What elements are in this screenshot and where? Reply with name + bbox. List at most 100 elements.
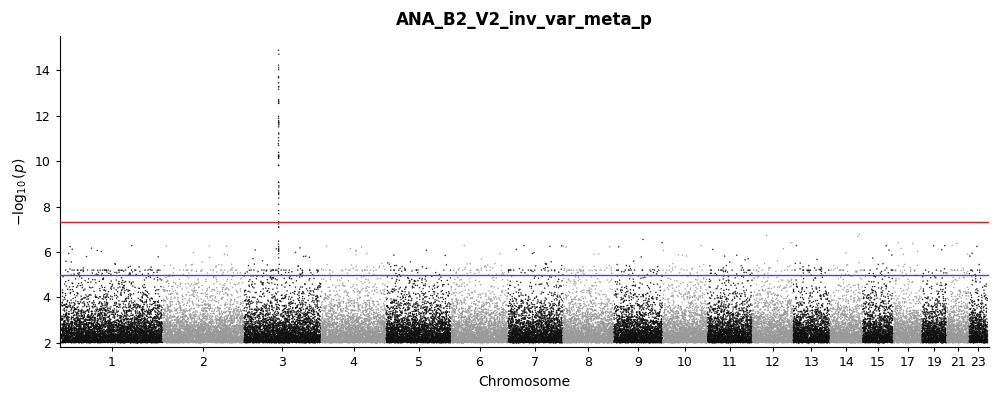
- Point: [130, 318, 146, 325]
- Point: [457, 295, 473, 301]
- Point: [377, 338, 393, 344]
- Point: [413, 288, 429, 295]
- Point: [653, 316, 669, 323]
- Point: [859, 295, 875, 302]
- Point: [921, 322, 937, 328]
- Point: [292, 336, 308, 343]
- Point: [624, 320, 640, 326]
- Point: [619, 333, 635, 339]
- Point: [321, 327, 337, 334]
- Point: [163, 333, 179, 340]
- Point: [123, 326, 139, 332]
- Point: [194, 336, 210, 342]
- Point: [131, 308, 147, 315]
- Point: [454, 330, 470, 336]
- Point: [574, 334, 590, 340]
- Point: [144, 329, 160, 336]
- Point: [639, 336, 655, 342]
- Point: [942, 319, 958, 326]
- Point: [304, 334, 320, 341]
- Point: [70, 322, 86, 329]
- Point: [553, 339, 569, 346]
- Point: [188, 326, 204, 333]
- Point: [826, 327, 842, 333]
- Point: [475, 339, 491, 346]
- Point: [314, 328, 330, 335]
- Point: [448, 339, 464, 346]
- Point: [627, 319, 643, 325]
- Point: [874, 334, 890, 340]
- Point: [479, 339, 495, 345]
- Point: [652, 336, 668, 343]
- Point: [379, 323, 395, 329]
- Point: [617, 335, 633, 342]
- Point: [767, 331, 783, 337]
- Point: [265, 328, 281, 334]
- Point: [542, 330, 558, 337]
- Point: [840, 332, 856, 339]
- Point: [324, 313, 340, 320]
- Point: [212, 328, 228, 334]
- Point: [564, 333, 580, 339]
- Point: [803, 313, 819, 319]
- Point: [482, 267, 498, 273]
- Point: [739, 317, 755, 324]
- Point: [754, 322, 770, 328]
- Point: [725, 338, 741, 344]
- Point: [805, 326, 821, 332]
- Point: [588, 296, 604, 302]
- Point: [112, 326, 128, 332]
- Point: [704, 335, 720, 342]
- Point: [895, 338, 911, 345]
- Point: [808, 284, 824, 290]
- Point: [70, 270, 86, 276]
- Point: [948, 332, 964, 338]
- Point: [454, 338, 470, 344]
- Point: [184, 332, 200, 338]
- Point: [448, 303, 464, 309]
- Point: [881, 325, 897, 331]
- Point: [54, 321, 70, 327]
- Point: [54, 302, 70, 308]
- Point: [928, 331, 944, 337]
- Point: [251, 316, 267, 322]
- Point: [625, 338, 641, 344]
- Point: [297, 339, 313, 346]
- Point: [375, 334, 391, 340]
- Point: [208, 338, 224, 344]
- Point: [100, 338, 116, 345]
- Point: [898, 317, 914, 324]
- Point: [103, 329, 119, 335]
- Point: [717, 339, 733, 346]
- Point: [831, 339, 847, 345]
- Point: [215, 330, 231, 337]
- Point: [628, 326, 644, 333]
- Point: [665, 310, 681, 316]
- Point: [813, 264, 829, 271]
- Point: [975, 310, 991, 316]
- Point: [962, 318, 978, 325]
- Point: [248, 332, 264, 338]
- Point: [807, 317, 823, 323]
- Point: [837, 337, 853, 344]
- Point: [171, 339, 187, 346]
- Point: [673, 266, 689, 272]
- Point: [503, 313, 519, 320]
- Point: [925, 329, 941, 335]
- Point: [922, 330, 938, 336]
- Point: [677, 328, 693, 334]
- Point: [242, 337, 258, 344]
- Point: [573, 333, 589, 340]
- Point: [698, 335, 714, 341]
- Point: [108, 334, 124, 340]
- Point: [520, 333, 536, 340]
- Point: [705, 326, 721, 332]
- Point: [151, 333, 167, 339]
- Point: [843, 338, 859, 345]
- Point: [913, 300, 929, 307]
- Point: [781, 336, 797, 343]
- Point: [170, 328, 186, 335]
- Point: [131, 333, 147, 339]
- Point: [518, 292, 534, 298]
- Point: [306, 328, 322, 334]
